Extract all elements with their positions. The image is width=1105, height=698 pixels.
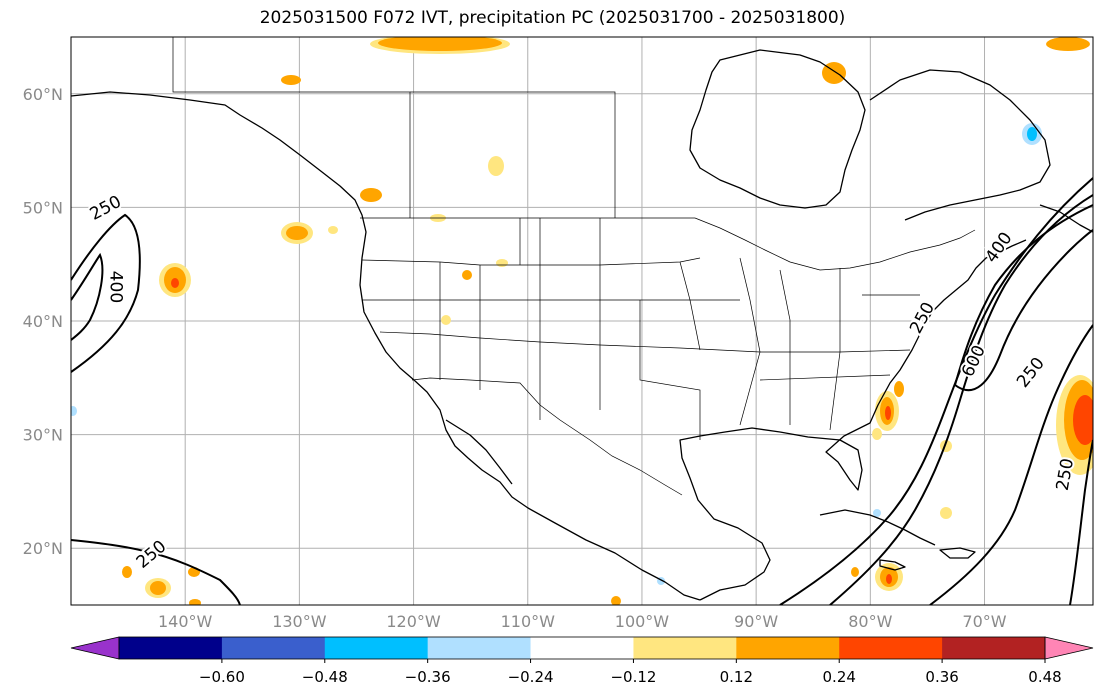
lat-tick-label: 60°N bbox=[23, 85, 63, 104]
colorbar-segment bbox=[324, 637, 429, 659]
colorbar-tick-label: 0.12 bbox=[720, 668, 753, 686]
nova-scotia bbox=[1039, 204, 1093, 233]
precip-blob bbox=[189, 599, 201, 605]
colorbar-segment bbox=[942, 637, 1046, 659]
state-border bbox=[759, 374, 891, 381]
ivt-contour-400-west bbox=[71, 252, 104, 341]
longitude-tick-labels: 140°W 130°W 120°W 110°W 100°W 90°W 80°W 70°W bbox=[158, 612, 1007, 631]
colorbar-segment bbox=[427, 637, 532, 659]
precip-blob bbox=[171, 278, 179, 288]
precip-blob bbox=[873, 509, 881, 517]
colorbar-tick-label: 0.48 bbox=[1028, 668, 1061, 686]
colorbar-segment bbox=[530, 637, 634, 659]
precip-blob bbox=[1073, 395, 1093, 445]
contour-label: 400 bbox=[106, 271, 126, 303]
precip-blob bbox=[122, 566, 132, 578]
west-coastline bbox=[71, 91, 701, 601]
state-border bbox=[779, 269, 791, 425]
state-border bbox=[829, 268, 841, 431]
labrador-quebec-coast bbox=[869, 69, 1051, 221]
precip-blob bbox=[894, 381, 904, 397]
precip-blob bbox=[886, 574, 892, 584]
cuba bbox=[819, 509, 936, 546]
graticule bbox=[71, 37, 1093, 605]
ivt-contour-250-west bbox=[71, 213, 141, 373]
ivt-contours bbox=[71, 177, 1093, 605]
precip-blob bbox=[360, 188, 382, 202]
state-border bbox=[739, 257, 761, 426]
jamaica bbox=[879, 559, 906, 571]
ivt-contour-600-east bbox=[954, 204, 1093, 392]
political-borders bbox=[172, 37, 976, 496]
colorbar-segment bbox=[221, 637, 326, 659]
hudson-bay bbox=[689, 49, 866, 209]
lat-tick-label: 40°N bbox=[23, 312, 63, 331]
ivt-contour-250-far-east bbox=[1069, 439, 1093, 605]
gulf-atlantic-coastline bbox=[679, 239, 1027, 601]
lat-tick-label: 20°N bbox=[23, 539, 63, 558]
coastlines bbox=[71, 49, 1093, 601]
colorbar-frame bbox=[118, 636, 1046, 660]
colorbar-tick-label: 0.36 bbox=[925, 668, 958, 686]
precip-blob bbox=[611, 596, 621, 605]
precip-blob bbox=[872, 428, 882, 440]
colorbar-tick-label: −0.60 bbox=[199, 668, 245, 686]
precip-blob bbox=[1027, 127, 1037, 141]
baja-gulf bbox=[445, 419, 513, 485]
us-mexico-border bbox=[411, 377, 683, 496]
colorbar-tick-label: −0.48 bbox=[302, 668, 348, 686]
precip-blob bbox=[885, 406, 891, 420]
colorbar-segment bbox=[839, 637, 943, 659]
ivt-contour-400-east bbox=[829, 194, 1093, 605]
lon-tick-label: 80°W bbox=[848, 612, 892, 631]
colorbar-tick-label: −0.36 bbox=[405, 668, 451, 686]
colorbar-segment bbox=[736, 637, 840, 659]
colorbar-tick-labels: −0.60 −0.48 −0.36 −0.24 −0.12 0.12 0.24 0.36 0.4… bbox=[199, 659, 1062, 686]
precip-blob bbox=[940, 507, 952, 519]
chart-title: 2025031500 F072 IVT, precipitation PC (2… bbox=[259, 8, 846, 28]
lon-tick-label: 90°W bbox=[734, 612, 778, 631]
colorbar-segment bbox=[633, 637, 737, 659]
lat-tick-label: 30°N bbox=[23, 426, 63, 445]
map-frame bbox=[70, 36, 1094, 606]
precip-blob bbox=[71, 406, 77, 416]
state-border bbox=[679, 261, 701, 351]
colorbar-tick-label: −0.12 bbox=[610, 668, 656, 686]
precip-blob bbox=[462, 270, 472, 280]
precip-blob bbox=[441, 315, 451, 325]
lon-tick-label: 130°W bbox=[272, 612, 327, 631]
hispaniola bbox=[939, 547, 976, 559]
lon-tick-label: 70°W bbox=[962, 612, 1006, 631]
precip-blob bbox=[328, 226, 338, 234]
precip-blob bbox=[150, 581, 166, 595]
lon-tick-label: 100°W bbox=[615, 612, 670, 631]
ivt-contour-250-southwest bbox=[71, 539, 241, 605]
canada-territories-mid bbox=[410, 91, 616, 218]
precip-blob bbox=[286, 226, 308, 240]
colorbar-segment bbox=[119, 637, 223, 659]
us-canada-border-east bbox=[694, 217, 976, 271]
precipitation-shading bbox=[71, 37, 1093, 605]
colorbar-extend-low bbox=[70, 636, 120, 660]
latitude-tick-labels: 60°N 50°N 40°N 30°N 20°N bbox=[23, 85, 63, 558]
colorbar-tick-label: 0.24 bbox=[823, 668, 856, 686]
precip-blob bbox=[1046, 37, 1090, 51]
state-border bbox=[639, 300, 701, 440]
ivt-contour-250-east-b bbox=[929, 324, 1093, 605]
lat-tick-label: 50°N bbox=[23, 198, 63, 217]
canada-territories-west bbox=[172, 37, 411, 218]
precip-blob bbox=[378, 37, 502, 51]
precip-blob bbox=[281, 75, 301, 85]
colorbar-extend-high bbox=[1044, 636, 1094, 660]
lon-tick-label: 110°W bbox=[501, 612, 556, 631]
precip-blob bbox=[488, 156, 504, 176]
precip-blob bbox=[851, 567, 859, 577]
colorbar-tick-label: −0.24 bbox=[508, 668, 554, 686]
colorbar-segments bbox=[70, 636, 1094, 660]
lon-tick-label: 120°W bbox=[386, 612, 441, 631]
lon-tick-label: 140°W bbox=[158, 612, 213, 631]
